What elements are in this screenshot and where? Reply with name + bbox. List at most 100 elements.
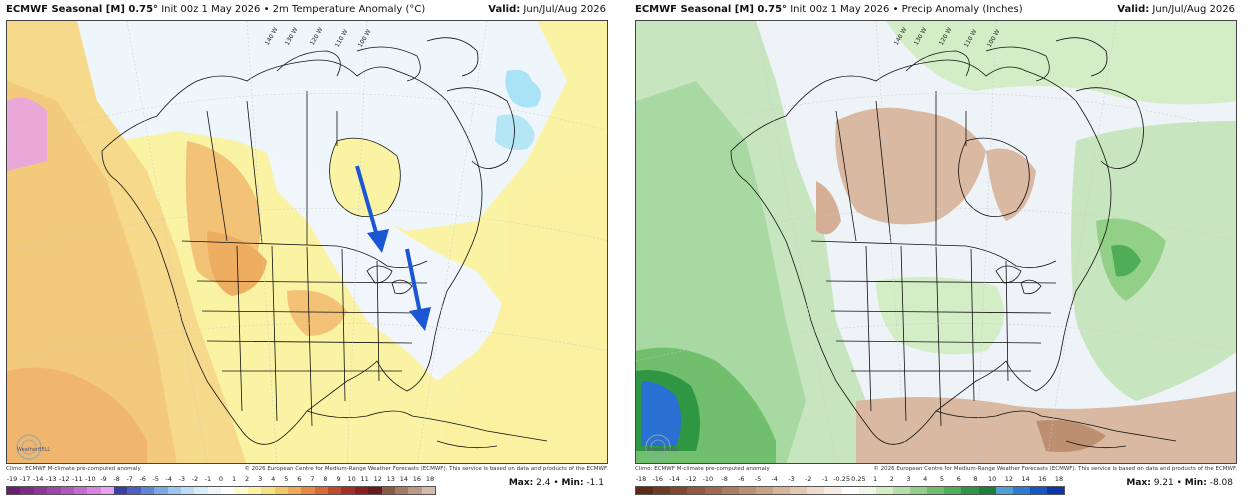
colorbar-swatch [944,487,962,494]
colorbar-tick-label: -12 [58,475,70,483]
colorbar-swatch [670,487,688,494]
colorbar-swatch [328,487,342,494]
colorbar-swatch [73,487,88,494]
colorbar-tick-label: 1 [231,475,237,483]
colorbar-swatch [60,487,74,494]
colorbar-tick-label: 4 [271,475,276,483]
colorbar-swatch [421,487,435,494]
max-value: 2.4 [536,478,551,488]
colorbar-swatch [807,487,825,494]
colorbar-tick-label: 5 [284,475,289,483]
colorbar-swatch [180,487,195,494]
colorbar-swatch [261,487,275,494]
colorbar-swatch [961,487,979,494]
colorbar-tick-label: -4 [771,475,778,483]
colorbar-tick-label: -14 [32,475,44,483]
weatherbell-logo: WeatherBELL [15,431,55,463]
colorbar-swatch [100,487,114,494]
precip-anomaly-panel: ECMWF Seasonal [M] 0.75° Init 00z 1 May … [629,0,1239,502]
max-value: 9.21 [1153,478,1174,488]
colorbar-swatch [408,487,422,494]
colorbar-swatch [704,487,722,494]
colorbar-tick-label: 3 [258,475,263,483]
colorbar-swatch [114,487,128,494]
colorbar-swatch [287,487,302,494]
colorbar-tick-label: 2 [889,475,894,483]
temperature-colorbar: -19 -17 -14 -13 -12 -11 -10 -9 -8 -7 -6 -5 -4 -3 -2 -1 0… [6,475,436,499]
colorbar-swatch [127,487,141,494]
colorbar-tick-label: -18 [635,475,647,483]
colorbar-tick-label: 5 [939,475,945,483]
colorbar-tick-label: 3 [906,475,911,483]
colorbar-swatch [927,487,945,494]
weatherbell-logo: WeatherBELL [644,431,684,463]
colorbar-tick-label: -13 [45,475,57,483]
colorbar-swatch [978,487,996,494]
colorbar-tick-label: -16 [652,475,664,483]
colorbar-tick-label: -5 [152,475,159,483]
colorbar-swatch [910,487,928,494]
colorbar-tick-label: -4 [165,475,172,483]
colorbar-tick-label: -3 [788,475,795,483]
colorbar-tick-label: 8 [323,475,328,483]
colorbar-tick-label: 16 [1038,475,1047,483]
colorbar-swatch [33,487,48,494]
colorbar-tick-label: -17 [19,475,31,483]
colorbar-swatch [687,487,705,494]
colorbar-tick-label: 10 [347,475,356,483]
colorbar-tick-label: 18 [425,475,435,483]
min-value: -8.08 [1209,478,1233,488]
colorbar-tick-label: -2 [804,475,812,483]
temperature-map: 140 W 130 W 120 W 110 W 100 W WeatherBEL… [6,20,608,464]
colorbar-tick-label: -12 [685,475,697,483]
colorbar-swatch [7,487,21,494]
colorbar-swatch [995,487,1013,494]
colorbar-tick-label: -14 [669,475,680,483]
colorbar-tick-label: 6 [297,475,302,483]
colorbar-tick-label: 1 [873,475,878,483]
colorbar-swatch [154,487,168,494]
colorbar-swatch [394,487,409,494]
colorbar-tick-label: 0 [218,475,224,483]
colorbar-swatch [274,487,288,494]
colorbar-swatch [207,487,221,494]
colorbar-tick-label: -8 [113,475,120,483]
colorbar-swatch [1047,487,1065,494]
colorbar-tick-label: 13 [386,475,395,483]
colorbar-swatch [221,487,235,494]
colorbar-tick-label: -10 [702,475,714,483]
colorbar-tick-label: -10 [85,475,96,483]
colorbar-swatch [755,487,773,494]
colorbar-tick-label: 6 [956,475,961,483]
svg-text:WeatherBELL: WeatherBELL [646,447,679,453]
colorbar-swatch [314,487,328,494]
colorbar-tick-label: -9 [100,475,107,483]
climo-note: Climo: ECMWF M-climate pre-computed anom… [6,466,141,472]
colorbar-tick-label: -0.25 [833,475,851,483]
colorbar-tick-label: -8 [721,475,728,483]
colorbar-swatch [167,487,181,494]
temperature-anomaly-panel: ECMWF Seasonal [M] 0.75° Init 00z 1 May … [0,0,610,502]
colorbar-tick-label: 7 [310,475,315,483]
svg-text:WeatherBELL: WeatherBELL [17,447,50,453]
valid-period: Valid: Jun/Jul/Aug 2026 [488,4,606,15]
colorbar-swatch [234,487,248,494]
colorbar-tick-label: -1 [204,475,212,483]
colorbar-tick-label: 8 [973,475,978,483]
colorbar-swatch [47,487,61,494]
colorbar-tick-label: 12 [1004,475,1013,483]
colorbar-tick-label: 14 [399,475,409,483]
footer: Climo: ECMWF M-climate pre-computed anom… [6,464,608,474]
colorbar-swatch [841,487,859,494]
colorbar-tick-label: -7 [126,475,133,483]
colorbar-tick-label: 9 [336,475,341,483]
panel-title: ECMWF Seasonal [M] 0.75° Init 00z 1 May … [635,4,1023,15]
precip-map: 140 W 130 W 120 W 110 W 100 W WeatherBEL… [635,20,1237,464]
colorbar-tick-label: -19 [6,475,18,483]
colorbar-swatch [653,487,671,494]
colorbar-swatch [721,487,739,494]
colorbar-swatch [892,487,910,494]
colorbar-swatch [381,487,395,494]
colorbar-swatch [140,487,155,494]
colorbar-swatch [1012,487,1030,494]
